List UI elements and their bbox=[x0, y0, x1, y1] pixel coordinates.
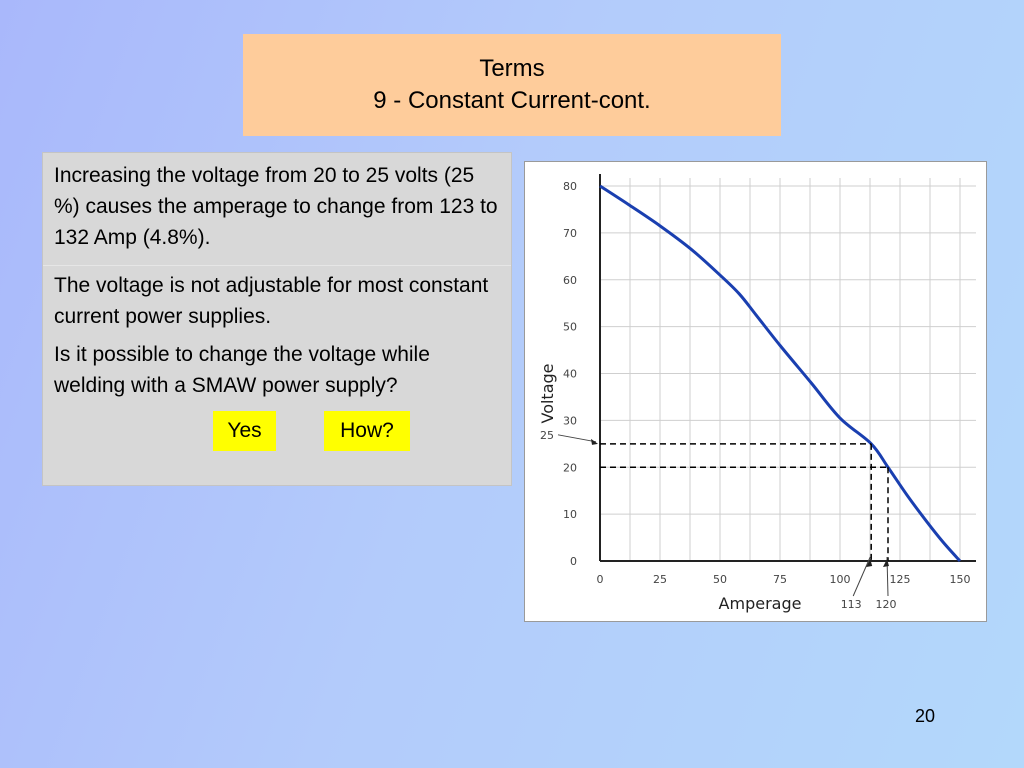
slide-title: Terms 9 - Constant Current-cont. bbox=[243, 34, 781, 136]
y-tick-label: 20 bbox=[563, 461, 577, 474]
y-tick-label: 0 bbox=[570, 555, 577, 568]
volt-ampere-chart: 0 10 20 30 40 50 60 70 80 0 25 50 75 100 125 150 Amperag… bbox=[524, 161, 987, 622]
x-tick-label: 100 bbox=[830, 573, 851, 586]
y-tick-label: 70 bbox=[563, 227, 577, 240]
volt-ampere-curve bbox=[599, 184, 962, 563]
paragraph-voltage-change: Increasing the voltage from 20 to 25 vol… bbox=[54, 164, 498, 249]
y-tick-label: 10 bbox=[563, 508, 577, 521]
x-tick-label: 0 bbox=[597, 573, 604, 586]
yes-button[interactable]: Yes bbox=[213, 411, 276, 451]
y-tick-label: 50 bbox=[563, 321, 577, 334]
y-tick-label: 40 bbox=[563, 368, 577, 381]
text-panel: Increasing the voltage from 20 to 25 vol… bbox=[42, 152, 512, 486]
x-tick-label: 75 bbox=[773, 573, 787, 586]
x-tick-label: 125 bbox=[890, 573, 911, 586]
title-line-1: Terms bbox=[479, 55, 545, 82]
paragraph-not-adjustable: The voltage is not adjustable for most c… bbox=[54, 274, 489, 328]
y-tick-label: 80 bbox=[563, 180, 577, 193]
chart-svg: 0 10 20 30 40 50 60 70 80 0 25 50 75 100 125 150 Amperag… bbox=[538, 174, 976, 613]
annotation-arrow bbox=[866, 559, 873, 567]
y-annotation-label: 25 bbox=[540, 429, 554, 442]
how-button[interactable]: How? bbox=[324, 411, 410, 451]
x-tick-label: 50 bbox=[713, 573, 727, 586]
y-axis-title: Voltage bbox=[538, 363, 557, 423]
x-axis-title: Amperage bbox=[719, 594, 802, 613]
annotation-arrow bbox=[591, 438, 598, 445]
x-tick-label: 25 bbox=[653, 573, 667, 586]
y-tick-label: 60 bbox=[563, 274, 577, 287]
y-tick-label: 30 bbox=[563, 414, 577, 427]
x-annotation-label: 113 bbox=[841, 598, 862, 611]
annotation-arrow bbox=[883, 559, 889, 567]
x-annotation-label: 120 bbox=[876, 598, 897, 611]
paragraph-question: Is it possible to change the voltage whi… bbox=[54, 343, 430, 397]
title-line-2: 9 - Constant Current-cont. bbox=[373, 87, 651, 114]
panel-divider bbox=[43, 265, 511, 266]
page-number: 20 bbox=[914, 706, 936, 726]
annotation-leader-line bbox=[557, 434, 597, 443]
x-tick-label: 150 bbox=[950, 573, 971, 586]
annotation-leader-line bbox=[852, 556, 871, 597]
